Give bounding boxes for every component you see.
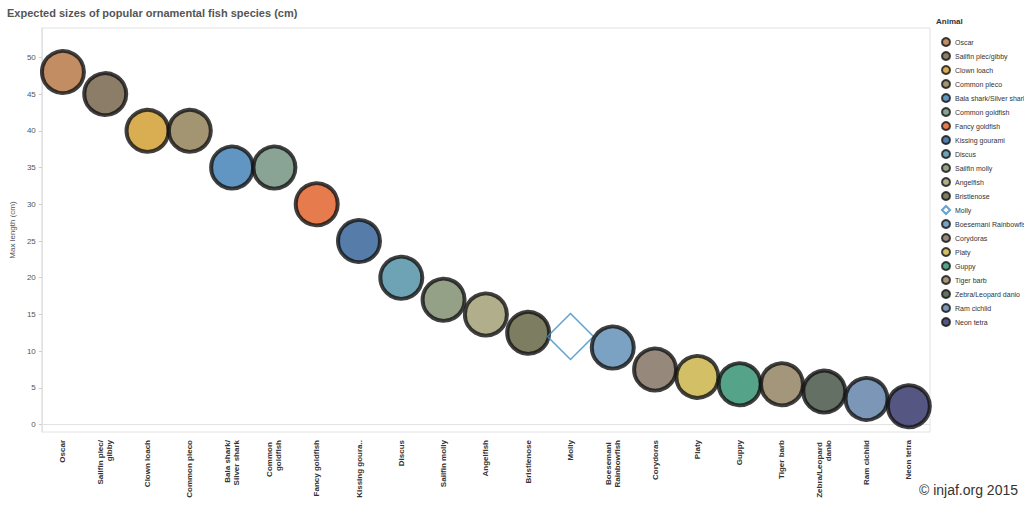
svg-text:25: 25 xyxy=(27,237,36,246)
svg-text:Rainbowfish: Rainbowfish xyxy=(613,440,622,488)
svg-text:Angelfish: Angelfish xyxy=(955,179,984,187)
svg-text:Guppy: Guppy xyxy=(955,263,976,271)
svg-text:20: 20 xyxy=(27,273,36,282)
svg-text:Boesemani Rainbowfish: Boesemani Rainbowfish xyxy=(955,221,1024,228)
svg-text:Neon tetra: Neon tetra xyxy=(904,439,913,479)
svg-text:Bala shark/Silver shark: Bala shark/Silver shark xyxy=(955,95,1024,102)
svg-text:0: 0 xyxy=(31,420,36,429)
svg-text:© injaf.org 2015: © injaf.org 2015 xyxy=(919,482,1018,498)
svg-text:Guppy: Guppy xyxy=(735,439,744,465)
svg-text:Bristlenose: Bristlenose xyxy=(524,439,533,483)
svg-text:5: 5 xyxy=(31,383,36,392)
svg-text:Silver shark: Silver shark xyxy=(232,439,241,485)
svg-text:Sailfin plec/gibby: Sailfin plec/gibby xyxy=(955,53,1008,61)
svg-text:Zebra/Leopard: Zebra/Leopard xyxy=(815,440,824,498)
svg-text:Common pleco: Common pleco xyxy=(185,440,194,498)
svg-text:Sailfin molly: Sailfin molly xyxy=(955,165,993,173)
svg-text:Tiger barb: Tiger barb xyxy=(955,277,987,285)
svg-text:Common goldfish: Common goldfish xyxy=(955,109,1010,117)
svg-text:10: 10 xyxy=(27,347,36,356)
svg-text:Clown loach: Clown loach xyxy=(955,67,993,74)
svg-text:Molly: Molly xyxy=(566,439,575,460)
svg-text:Max length (cm): Max length (cm) xyxy=(8,201,17,259)
svg-text:gibby: gibby xyxy=(105,439,114,461)
svg-text:50: 50 xyxy=(27,53,36,62)
svg-text:Kissing gourami: Kissing gourami xyxy=(955,137,1005,145)
svg-text:goldfish: goldfish xyxy=(274,440,283,471)
svg-text:45: 45 xyxy=(27,90,36,99)
svg-text:Oscar: Oscar xyxy=(58,440,67,463)
svg-text:Clown loach: Clown loach xyxy=(143,440,152,487)
svg-text:Fancy goldfish: Fancy goldfish xyxy=(312,440,321,497)
svg-text:Platy: Platy xyxy=(693,439,702,459)
svg-text:35: 35 xyxy=(27,163,36,172)
svg-text:40: 40 xyxy=(27,126,36,135)
svg-text:Kissing goura..: Kissing goura.. xyxy=(355,440,364,498)
svg-text:Corydoras: Corydoras xyxy=(955,235,988,243)
svg-text:Tiger barb: Tiger barb xyxy=(777,440,786,479)
svg-text:Discus: Discus xyxy=(397,439,406,466)
svg-text:Ram cichlid: Ram cichlid xyxy=(955,305,991,312)
svg-text:30: 30 xyxy=(27,200,36,209)
svg-text:Angelfish: Angelfish xyxy=(481,440,490,477)
svg-text:Fancy goldfish: Fancy goldfish xyxy=(955,123,1000,131)
svg-text:Ram cichlid: Ram cichlid xyxy=(862,440,871,485)
svg-text:Common pleco: Common pleco xyxy=(955,81,1002,89)
svg-text:Bala shark/: Bala shark/ xyxy=(223,439,232,482)
svg-text:danio: danio xyxy=(824,440,833,461)
svg-text:Sailfin plec/: Sailfin plec/ xyxy=(96,439,105,484)
svg-text:Zebra/Leopard danio: Zebra/Leopard danio xyxy=(955,291,1020,299)
svg-text:Discus: Discus xyxy=(955,151,977,158)
svg-text:Common: Common xyxy=(265,440,274,477)
svg-text:Bristlenose: Bristlenose xyxy=(955,193,990,200)
svg-text:Platy: Platy xyxy=(955,249,971,257)
svg-text:15: 15 xyxy=(27,310,36,319)
svg-text:Animal: Animal xyxy=(936,17,963,26)
svg-text:Expected sizes of popular orna: Expected sizes of popular ornamental fis… xyxy=(7,7,298,19)
svg-text:Oscar: Oscar xyxy=(955,39,974,46)
svg-text:Boesemani: Boesemani xyxy=(604,440,613,485)
svg-text:Neon tetra: Neon tetra xyxy=(955,319,988,326)
svg-text:Corydoras: Corydoras xyxy=(651,439,660,480)
svg-text:Molly: Molly xyxy=(955,207,972,215)
svg-text:Sailfin molly: Sailfin molly xyxy=(439,439,448,487)
